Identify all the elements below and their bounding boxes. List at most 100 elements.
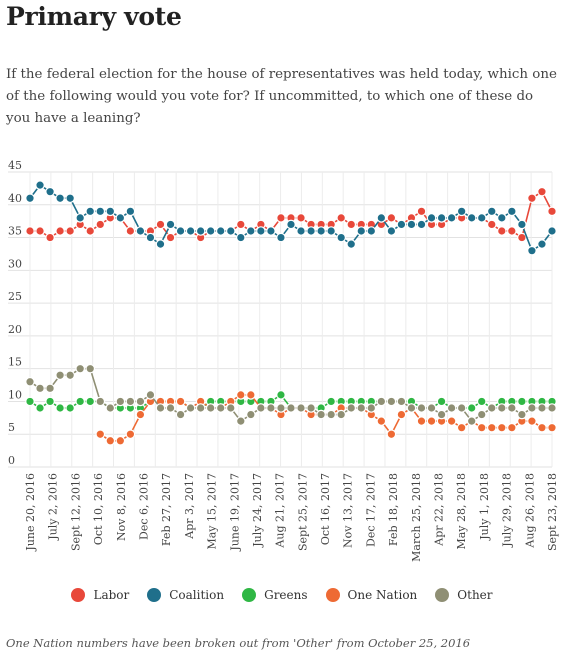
data-point-labor[interactable]	[386, 213, 397, 223]
data-point-coalition[interactable]	[306, 226, 316, 236]
data-point-coalition[interactable]	[486, 206, 497, 217]
data-point-one-nation[interactable]	[446, 416, 457, 426]
data-point-one-nation[interactable]	[396, 409, 407, 420]
data-point-coalition[interactable]	[105, 206, 116, 217]
data-point-coalition[interactable]	[125, 206, 136, 217]
data-point-one-nation[interactable]	[246, 390, 256, 400]
data-point-coalition[interactable]	[336, 232, 346, 243]
data-point-coalition[interactable]	[436, 213, 447, 223]
data-point-other[interactable]	[45, 383, 55, 394]
legend-item-coalition[interactable]: Coalition	[147, 588, 224, 602]
data-point-greens[interactable]	[276, 390, 286, 400]
data-point-labor[interactable]	[276, 213, 286, 223]
data-point-coalition[interactable]	[236, 232, 246, 243]
legend-item-other[interactable]: Other	[435, 588, 493, 602]
data-point-coalition[interactable]	[95, 206, 106, 217]
data-point-labor[interactable]	[547, 206, 557, 217]
data-point-labor[interactable]	[155, 219, 166, 230]
data-point-other[interactable]	[386, 396, 397, 407]
data-point-coalition[interactable]	[286, 219, 296, 230]
data-point-labor[interactable]	[507, 226, 517, 236]
data-point-other[interactable]	[125, 396, 136, 407]
data-point-coalition[interactable]	[386, 226, 397, 236]
data-point-coalition[interactable]	[55, 193, 65, 204]
data-point-coalition[interactable]	[396, 219, 407, 230]
data-point-other[interactable]	[55, 370, 65, 381]
data-point-greens[interactable]	[85, 396, 96, 407]
data-point-other[interactable]	[486, 403, 497, 413]
data-point-other[interactable]	[95, 396, 106, 407]
data-point-one-nation[interactable]	[476, 422, 487, 433]
data-point-other[interactable]	[65, 370, 75, 381]
data-point-other[interactable]	[215, 403, 226, 413]
data-point-other[interactable]	[145, 390, 156, 400]
data-point-one-nation[interactable]	[236, 390, 246, 400]
data-point-coalition[interactable]	[25, 193, 35, 204]
data-point-one-nation[interactable]	[175, 396, 186, 407]
data-point-coalition[interactable]	[376, 213, 387, 223]
data-point-coalition[interactable]	[195, 226, 206, 236]
data-point-coalition[interactable]	[497, 213, 507, 223]
data-point-labor[interactable]	[45, 232, 55, 243]
data-point-one-nation[interactable]	[547, 422, 557, 433]
data-point-coalition[interactable]	[276, 232, 286, 243]
data-point-other[interactable]	[256, 403, 266, 413]
data-point-coalition[interactable]	[165, 219, 176, 230]
data-point-labor[interactable]	[236, 219, 246, 230]
data-point-coalition[interactable]	[406, 219, 417, 230]
data-point-labor[interactable]	[416, 206, 427, 217]
data-point-greens[interactable]	[75, 396, 85, 407]
data-point-other[interactable]	[286, 403, 296, 413]
data-point-other[interactable]	[236, 416, 246, 426]
data-point-other[interactable]	[346, 403, 357, 413]
data-point-one-nation[interactable]	[135, 409, 146, 420]
data-point-coalition[interactable]	[65, 193, 75, 204]
data-point-one-nation[interactable]	[456, 422, 467, 433]
data-point-coalition[interactable]	[35, 180, 45, 190]
data-point-greens[interactable]	[65, 403, 75, 413]
data-point-other[interactable]	[326, 409, 336, 420]
data-point-other[interactable]	[466, 416, 477, 426]
data-point-other[interactable]	[476, 409, 487, 420]
data-point-coalition[interactable]	[416, 219, 427, 230]
data-point-coalition[interactable]	[316, 226, 326, 236]
data-point-coalition[interactable]	[296, 226, 306, 236]
data-point-other[interactable]	[35, 383, 45, 394]
data-point-labor[interactable]	[65, 226, 75, 236]
data-point-one-nation[interactable]	[105, 435, 116, 446]
data-point-one-nation[interactable]	[537, 422, 547, 433]
data-point-other[interactable]	[205, 403, 216, 413]
data-point-other[interactable]	[376, 396, 387, 407]
data-point-other[interactable]	[25, 376, 35, 387]
data-point-one-nation[interactable]	[507, 422, 517, 433]
data-point-labor[interactable]	[527, 193, 537, 204]
data-point-one-nation[interactable]	[386, 429, 397, 440]
data-point-other[interactable]	[527, 403, 537, 413]
data-point-other[interactable]	[165, 403, 176, 413]
data-point-other[interactable]	[336, 409, 346, 420]
data-point-other[interactable]	[306, 403, 316, 413]
data-point-one-nation[interactable]	[125, 429, 136, 440]
data-point-other[interactable]	[105, 403, 116, 413]
data-point-greens[interactable]	[35, 403, 45, 413]
data-point-coalition[interactable]	[466, 213, 477, 223]
data-point-labor[interactable]	[55, 226, 65, 236]
data-point-greens[interactable]	[476, 396, 487, 407]
data-point-other[interactable]	[195, 403, 206, 413]
data-point-labor[interactable]	[346, 219, 357, 230]
data-point-other[interactable]	[537, 403, 547, 413]
data-point-coalition[interactable]	[185, 226, 196, 236]
data-point-coalition[interactable]	[356, 226, 367, 236]
data-point-other[interactable]	[115, 396, 126, 407]
data-point-greens[interactable]	[517, 396, 527, 407]
data-point-coalition[interactable]	[326, 226, 336, 236]
data-point-other[interactable]	[436, 409, 447, 420]
data-point-other[interactable]	[276, 403, 286, 413]
data-point-one-nation[interactable]	[376, 416, 387, 426]
data-point-other[interactable]	[316, 409, 326, 420]
data-point-greens[interactable]	[45, 396, 55, 407]
legend-item-one-nation[interactable]: One Nation	[325, 588, 417, 602]
data-point-other[interactable]	[396, 396, 407, 407]
data-point-other[interactable]	[426, 403, 437, 413]
data-point-other[interactable]	[266, 403, 276, 413]
